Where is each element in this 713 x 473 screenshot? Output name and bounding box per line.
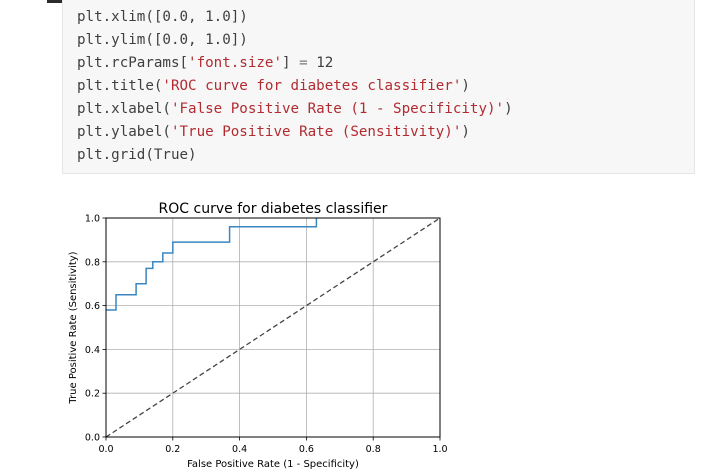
code-line: plt.grid(True) [77,145,197,165]
code-line: plt.xlim([0.0, 1.0]) [77,7,248,27]
roc-chart: 0.0 0.2 0.4 0.6 0.8 1.0 0.0 0.2 0.4 0.6 0.8 1.0 ROC … [68,201,448,470]
code-token: 12 [307,55,334,71]
code-token: 1.0 [205,32,231,48]
plot-output: 0.0 0.2 0.4 0.6 0.8 1.0 0.0 0.2 0.4 0.6 0.8 1.0 ROC … [0,190,713,473]
code-token: 'True Positive Rate (Sensitivity)' [170,124,462,140]
code-token: ]) [230,9,248,25]
chart-title: ROC curve for diabetes classifier [159,201,388,217]
code-token: , [188,32,206,48]
code-line: plt.rcParams['font.size'] = 12 [77,53,333,73]
code-token: True [153,147,189,163]
code-token: 'False Positive Rate (1 - Specificity)' [170,101,505,117]
y-axis-label: True Positive Rate (Sensitivity) [68,251,79,404]
y-tick-label: 0.4 [85,345,100,356]
x-axis-label: False Positive Rate (1 - Specificity) [187,459,359,470]
code-token: plt.ylim([ [77,32,163,48]
x-tick-label: 0.8 [366,444,381,455]
code-token: ) [461,78,470,94]
code-token: plt.rcParams[ [77,55,189,71]
code-line: plt.ylim([0.0, 1.0]) [77,30,248,50]
code-token: plt.grid( [77,147,154,163]
code-token: 'ROC curve for diabetes classifier' [162,78,462,94]
code-line: plt.xlabel('False Positive Rate (1 - Spe… [77,99,513,119]
code-token: 0.0 [162,32,189,48]
chance-diagonal-line [105,217,441,438]
code-line: plt.title('ROC curve for diabetes classi… [77,76,470,96]
y-tick-label: 0.0 [85,433,100,444]
code-cell[interactable]: plt.xlim([0.0, 1.0]) plt.ylim([0.0, 1.0])… [62,0,695,174]
x-tick-label: 0.4 [232,444,247,455]
code-token: ]) [230,32,248,48]
code-token: = [299,55,308,71]
x-tick-label: 0.0 [98,444,113,455]
x-tick-label: 0.6 [299,444,314,455]
y-tick-label: 0.2 [85,389,100,400]
x-tick-label: 1.0 [432,444,447,455]
code-token: ] [282,55,300,71]
code-token: plt.title( [77,78,163,94]
code-token: 'font.size' [188,55,283,71]
roc-curve-line [106,218,318,311]
code-token: 1.0 [205,9,231,25]
code-token: plt.xlim([ [77,9,163,25]
code-token: , [188,9,206,25]
code-line: plt.ylabel('True Positive Rate (Sensitiv… [77,122,470,142]
code-token: ) [461,124,470,140]
y-tick-label: 0.8 [85,257,100,268]
x-tick-label: 0.2 [165,444,180,455]
y-tick-label: 1.0 [85,214,100,225]
code-token: plt.xlabel( [77,101,171,117]
code-token: ) [188,147,197,163]
code-token: plt.ylabel( [77,124,171,140]
y-tick-label: 0.6 [85,301,100,312]
axes-frame [105,217,441,438]
code-token: 0.0 [162,9,189,25]
code-token: ) [504,101,513,117]
